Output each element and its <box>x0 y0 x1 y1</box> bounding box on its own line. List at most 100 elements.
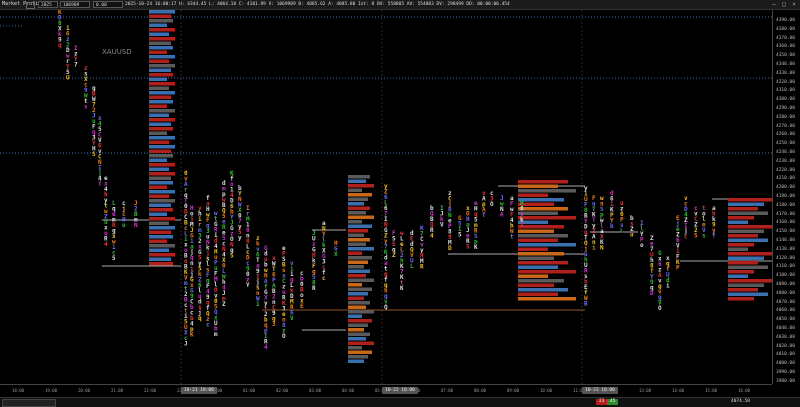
value-box-1[interactable]: 106909 <box>60 1 90 8</box>
profile-bar <box>728 297 754 301</box>
profile-bar <box>149 230 171 234</box>
tpo-letter: 5 <box>230 253 234 260</box>
profile-bar <box>348 278 374 282</box>
profile-bar <box>348 323 368 327</box>
tpo-letter: W <box>584 295 588 302</box>
price-tick-label: 4330.00 <box>776 70 795 76</box>
tpo-letter: i <box>290 266 294 273</box>
profile-bar <box>348 292 368 296</box>
price-tick-label: 3980.00 <box>776 378 795 384</box>
profile-bar <box>348 355 368 359</box>
tpo-letter: t <box>384 266 388 273</box>
tpo-letter: G <box>658 250 662 257</box>
tpo-letter: i <box>198 216 202 223</box>
tpo-letter: q <box>650 285 654 292</box>
minimize-icon[interactable]: – <box>772 1 776 8</box>
tpo-letter: 5 <box>392 241 396 248</box>
profile-bar <box>149 19 173 23</box>
price-tick-label: 4390.00 <box>776 18 795 23</box>
tpo-letter: 5 <box>98 126 102 133</box>
tpo-letter: u <box>620 200 624 207</box>
profile-bar <box>348 206 370 210</box>
tpo-letter: L <box>620 228 624 235</box>
close-icon[interactable]: × <box>792 1 796 8</box>
tpo-letter: q <box>198 315 202 322</box>
tpo-letter: H <box>420 253 424 260</box>
tpo-letter: i <box>184 313 188 320</box>
profile-bar <box>348 211 366 215</box>
profile-bar <box>149 167 169 171</box>
maximize-icon[interactable]: □ <box>782 1 786 8</box>
tpo-letter: f <box>384 277 388 284</box>
tpo-letter: 2 <box>400 252 404 259</box>
tpo-letter: d <box>410 241 414 248</box>
tpo-letter: V <box>98 137 102 144</box>
tpo-letter: 6 <box>658 261 662 268</box>
tpo-letter: R <box>312 285 316 292</box>
tpo-letter: 5 <box>198 255 202 262</box>
profile-bar <box>149 118 175 122</box>
tpo-letter: 1 <box>256 301 260 308</box>
tpo-letter: z <box>312 241 316 248</box>
profile-bar <box>348 287 372 291</box>
tpo-letter: U <box>66 75 70 82</box>
tpo-letter: z <box>84 65 88 72</box>
tpo-letter: z <box>74 51 78 58</box>
profile-bar <box>348 296 364 300</box>
price-tick-label: 4010.00 <box>776 352 795 358</box>
tpo-letter: P <box>282 251 286 258</box>
tpo-letter: N <box>600 245 604 252</box>
tpo-letter: J <box>222 290 226 297</box>
tpo-letter: f <box>666 266 670 273</box>
tpo-letter: C <box>272 305 276 312</box>
tpo-letter: F <box>510 212 514 219</box>
tpo-letter: G <box>322 253 326 260</box>
tpo-letter: l <box>198 288 202 295</box>
tpo-letter: B <box>272 288 276 295</box>
tpo-letter: R <box>222 224 226 231</box>
profile-bar <box>728 256 764 260</box>
tpo-letter: G <box>384 227 388 234</box>
tpo-letter: R <box>282 295 286 302</box>
tpo-letter: N <box>448 212 452 219</box>
tpo-letter: Z <box>630 226 634 233</box>
tpo-letter: p <box>600 212 604 219</box>
tpo-letter: Y <box>640 231 644 238</box>
time-axis[interactable]: 18:0019:0020:0021:0022:0023:0000:0001:00… <box>0 384 772 398</box>
tpo-letter: 1 <box>246 222 250 229</box>
tpo-letter: e <box>282 245 286 252</box>
price-tick-label: 4250.00 <box>776 141 795 147</box>
tpo-letter: c <box>122 211 126 218</box>
tpo-letter: O <box>584 240 588 247</box>
tpo-letter: t <box>510 234 514 241</box>
restore-icon[interactable] <box>26 2 35 9</box>
tpo-letter: d <box>112 211 116 218</box>
tpo-letter: e <box>448 218 452 225</box>
price-tick-label: 4040.00 <box>776 326 795 331</box>
tpo-letter: M <box>448 240 452 247</box>
time-tick-label: 01:00 <box>243 388 256 393</box>
price-tick-label: 4300.00 <box>776 97 795 103</box>
tpo-letter: I <box>98 165 102 172</box>
tpo-letter: j <box>190 249 194 256</box>
price-tick-label: 4000.00 <box>776 361 795 367</box>
tpo-letter: B <box>184 297 188 304</box>
tpo-letter: y <box>238 224 242 231</box>
tpo-letter: H <box>206 206 210 213</box>
tpo-letter: m <box>474 222 478 229</box>
tpo-letter: Z <box>384 233 388 240</box>
price-tick-label: 4120.00 <box>776 255 795 261</box>
price-axis[interactable]: 4390.00 4380.00 4370.00 4360.00 4350.00 4340.… <box>772 10 800 384</box>
profile-bar <box>728 211 768 215</box>
tpo-letter: 2 <box>134 206 138 213</box>
value-box-2[interactable]: 0.00 <box>93 1 123 8</box>
tpo-letter: U <box>584 262 588 269</box>
profile-bar <box>348 359 364 363</box>
tpo-letter: B <box>222 202 226 209</box>
id-box[interactable]: 2025 <box>38 1 58 8</box>
tpo-letter: w <box>600 217 604 224</box>
tpo-letter: q <box>206 278 210 285</box>
tpo-letter: 0 <box>246 271 250 278</box>
profile-bar <box>149 208 173 212</box>
